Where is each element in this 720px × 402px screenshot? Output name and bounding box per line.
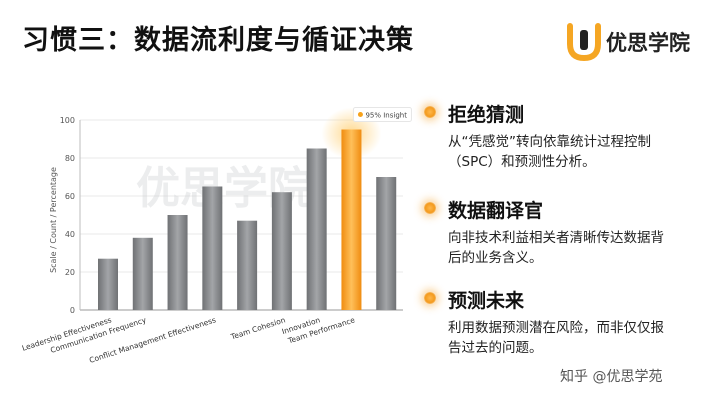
y-tick-label: 0 bbox=[70, 306, 75, 315]
annotation-dot-icon bbox=[357, 112, 363, 117]
point-line: 利用数据预测潜在风险，而非仅仅报 bbox=[448, 320, 664, 336]
brand-name: 优思学院 bbox=[606, 31, 690, 55]
bullet-dot-icon bbox=[424, 202, 436, 214]
u-shaped-logo-icon bbox=[567, 23, 601, 62]
bar bbox=[237, 220, 258, 310]
footer-credit: 知乎 @优思学苑 bbox=[560, 369, 663, 385]
y-tick-label: 60 bbox=[65, 192, 75, 201]
y-tick-label: 100 bbox=[60, 116, 75, 125]
bar bbox=[271, 192, 292, 310]
annotation-label: 95% Insight bbox=[365, 112, 407, 120]
bar bbox=[202, 186, 223, 310]
bar-highlight bbox=[341, 129, 362, 310]
point-line: 向非技术利益相关者清晰传达数据背 bbox=[448, 230, 664, 246]
slide-title: 习惯三：数据流利度与循证决策 bbox=[22, 25, 414, 56]
point-body: 利用数据预测潜在风险，而非仅仅报 告过去的问题。 bbox=[448, 318, 710, 358]
annotation-box bbox=[352, 107, 412, 122]
y-tick-label: 80 bbox=[65, 154, 75, 163]
bar bbox=[376, 177, 397, 310]
point-line: 从“凭感觉”转向依靠统计过程控制 bbox=[448, 134, 651, 150]
bar bbox=[167, 215, 188, 310]
bullet-dot-icon bbox=[424, 106, 436, 118]
point-line: 后的业务含义。 bbox=[448, 250, 543, 266]
point-title: 拒绝猜测 bbox=[448, 104, 525, 126]
bar bbox=[132, 237, 153, 310]
brand-logo: 优思学院 bbox=[566, 22, 690, 62]
point-line: 告过去的问题。 bbox=[448, 340, 543, 356]
x-tick-label: Team Cohesion bbox=[229, 315, 287, 341]
bullet-dot-icon bbox=[424, 292, 436, 304]
y-tick-label: 20 bbox=[65, 268, 75, 277]
y-tick-label: 40 bbox=[65, 230, 75, 239]
point-body: 从“凭感觉”转向依靠统计过程控制 （SPC）和预测性分析。 bbox=[448, 132, 710, 172]
y-axis-label: Scale / Count / Percentage bbox=[49, 167, 58, 273]
bar bbox=[306, 148, 327, 310]
point-title: 数据翻译官 bbox=[448, 200, 544, 222]
point-line: （SPC）和预测性分析。 bbox=[448, 154, 596, 170]
bar bbox=[98, 258, 118, 310]
point-body: 向非技术利益相关者清晰传达数据背 后的业务含义。 bbox=[448, 228, 710, 268]
point-title: 预测未来 bbox=[448, 290, 525, 312]
